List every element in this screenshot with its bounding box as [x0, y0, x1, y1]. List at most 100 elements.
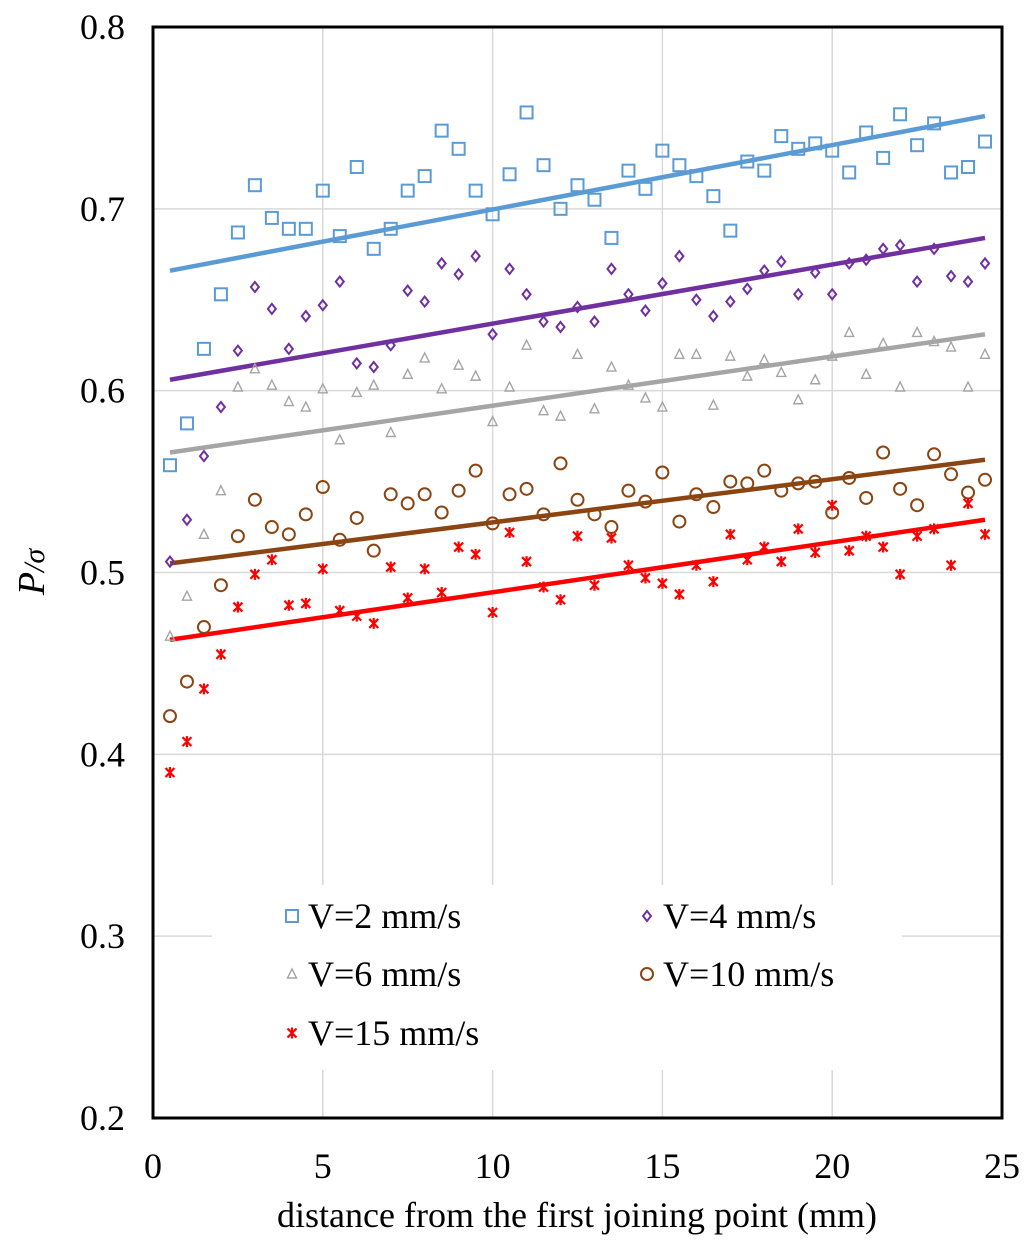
x-tick-label: 10 [475, 1146, 511, 1186]
data-point [232, 380, 244, 392]
legend-item: V=2 mm/s [285, 896, 461, 936]
series-2-points [164, 325, 991, 641]
data-point [179, 416, 194, 431]
data-point [553, 201, 568, 216]
x-axis-title: distance from the first joining point (m… [277, 1195, 877, 1235]
data-point [247, 178, 262, 193]
data-point [893, 481, 908, 496]
data-point [638, 181, 653, 196]
data-point [707, 398, 719, 410]
data-point [809, 265, 821, 280]
data-point [215, 484, 227, 496]
data-point [451, 141, 466, 156]
data-point [230, 225, 245, 240]
data-point [351, 356, 363, 370]
data-point [978, 134, 993, 149]
data-point [876, 445, 891, 460]
data-point [928, 335, 940, 347]
data-point [723, 223, 738, 238]
data-point [383, 221, 398, 236]
data-point [419, 563, 430, 575]
data-point [843, 545, 855, 557]
data-point [164, 767, 176, 779]
data-point [621, 163, 636, 178]
data-point [623, 559, 634, 571]
data-point [368, 617, 380, 629]
data-point [368, 378, 380, 390]
data-point [349, 510, 364, 525]
x-tick-label: 5 [314, 1146, 332, 1186]
x-tick-label: 0 [144, 1146, 162, 1186]
data-point [283, 342, 295, 356]
data-point [385, 425, 397, 438]
data-point [486, 415, 499, 427]
data-point [181, 589, 193, 601]
data-point [894, 380, 906, 392]
data-point [640, 572, 651, 584]
data-point [570, 178, 585, 193]
data-point [979, 256, 991, 270]
data-point [774, 129, 789, 144]
data-point [877, 242, 889, 256]
data-point [570, 492, 585, 507]
data-point [859, 125, 874, 140]
data-point [453, 267, 464, 281]
legend-label: V=2 mm/s [308, 896, 461, 936]
data-point [962, 274, 974, 289]
series-3-points [162, 445, 993, 724]
data-point [842, 470, 857, 485]
y-tick-label: 0.8 [80, 7, 125, 47]
y-tick-label: 0.7 [80, 189, 125, 229]
data-point [742, 282, 753, 296]
data-point [536, 507, 551, 522]
data-point [621, 483, 636, 498]
x-tick-label: 25 [984, 1146, 1020, 1186]
data-point [691, 559, 702, 571]
data-point [792, 287, 804, 301]
legend-background [212, 885, 902, 1070]
data-point [877, 336, 889, 349]
data-point [623, 287, 634, 301]
data-point [587, 192, 602, 207]
data-point [672, 158, 687, 173]
data-point [249, 568, 261, 580]
data-point [673, 347, 686, 359]
data-point [655, 465, 670, 480]
trend-line-series-1 [169, 235, 986, 382]
data-point [366, 543, 381, 558]
data-point [213, 287, 228, 302]
data-point [674, 249, 685, 263]
trend-line-series-4 [169, 517, 986, 643]
data-point [809, 546, 821, 558]
data-point [349, 160, 364, 175]
data-point [742, 554, 753, 566]
data-point [657, 276, 668, 290]
data-point [334, 605, 346, 617]
data-point [944, 165, 959, 180]
data-point [503, 380, 516, 392]
data-point [402, 367, 414, 380]
data-point [606, 532, 617, 544]
data-point [402, 284, 413, 298]
data-point [213, 578, 228, 593]
legend-item: V=10 mm/s [640, 954, 834, 994]
data-point [281, 527, 296, 542]
series-1-points [164, 238, 991, 569]
data-point [436, 587, 447, 599]
data-point [944, 467, 959, 482]
y-axis-title-main: P [11, 572, 53, 596]
data-point [469, 369, 482, 381]
data-point [757, 163, 772, 178]
data-point [502, 487, 517, 502]
data-point [453, 358, 465, 370]
data-point [724, 349, 736, 361]
legend-marker [286, 967, 298, 979]
data-point [910, 138, 925, 153]
data-point [843, 256, 855, 270]
data-point [417, 169, 432, 184]
data-point [758, 353, 770, 365]
data-point [266, 554, 278, 566]
data-point [164, 554, 176, 569]
data-point [300, 400, 312, 412]
trend-line-series-3 [169, 457, 986, 566]
